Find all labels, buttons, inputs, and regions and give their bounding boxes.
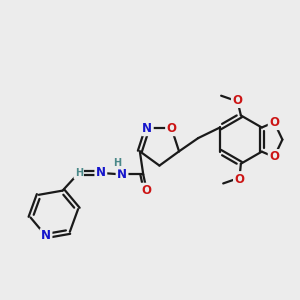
Text: O: O — [167, 122, 177, 135]
Text: O: O — [142, 184, 152, 197]
Text: O: O — [269, 150, 279, 164]
Text: N: N — [96, 167, 106, 179]
Text: H: H — [75, 168, 83, 178]
Text: O: O — [232, 94, 242, 106]
Text: O: O — [269, 116, 279, 129]
Text: N: N — [117, 168, 127, 181]
Text: O: O — [234, 172, 244, 185]
Text: H: H — [113, 158, 121, 168]
Text: N: N — [142, 122, 152, 135]
Text: N: N — [41, 230, 51, 242]
